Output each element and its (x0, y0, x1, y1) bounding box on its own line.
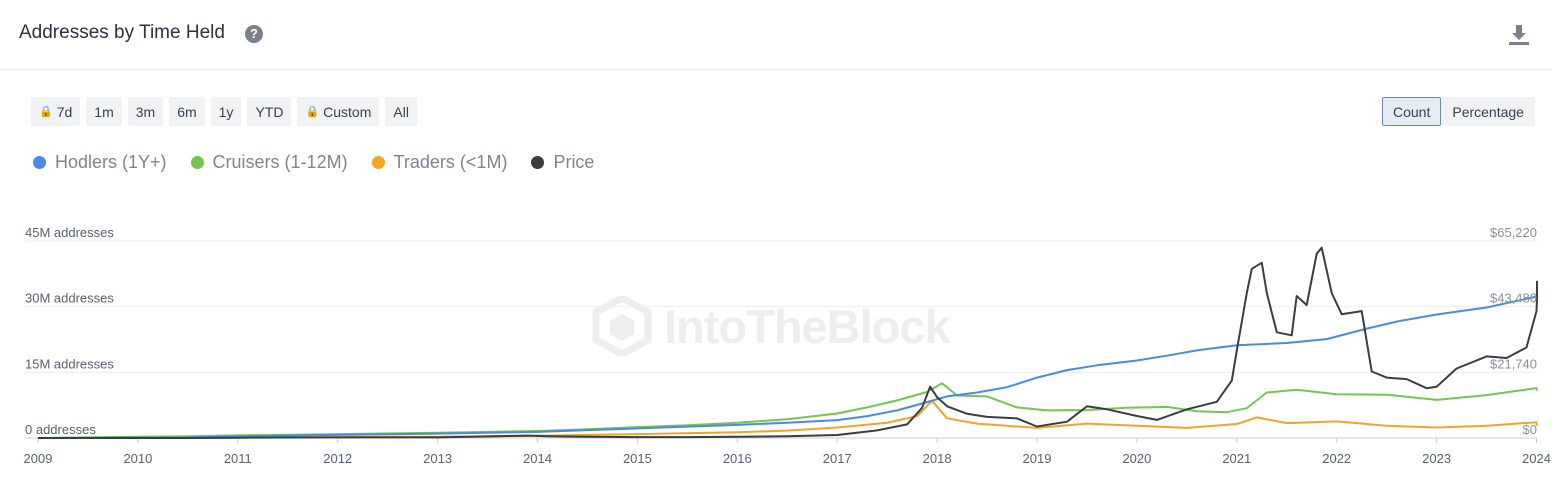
legend-item-cruisers[interactable]: Cruisers (1-12M) (190, 152, 348, 173)
y-tick-label-right: $43,480 (1490, 291, 1537, 306)
x-tick-label: 2019 (1023, 451, 1052, 466)
watermark: IntoTheBlock (592, 296, 951, 356)
lock-icon: 🔒 (39, 106, 53, 118)
legend-dot-price (531, 156, 545, 169)
x-tick-label: 2010 (123, 451, 152, 466)
x-tick-label: 2021 (1222, 451, 1251, 466)
download-icon[interactable] (1506, 22, 1532, 48)
x-tick-label: 2013 (423, 451, 452, 466)
range-3m-button[interactable]: 3m (127, 97, 164, 126)
chart-title: Addresses by Time Held (19, 22, 225, 43)
legend-dot-hodlers (33, 156, 46, 169)
legend-label-cruisers: Cruisers (1-12M) (212, 152, 348, 172)
legend-label-hodlers: Hodlers (1Y+) (55, 152, 167, 172)
y-tick-label-left: 45M addresses (25, 225, 114, 240)
help-icon[interactable]: ? (245, 25, 263, 43)
x-tick-label: 2018 (923, 451, 952, 466)
watermark-logo-icon (592, 296, 652, 356)
x-tick-label: 2012 (323, 451, 352, 466)
series-line-hodlers (37, 290, 1538, 439)
series-line-price (38, 246, 1538, 439)
lock-icon: 🔒 (305, 106, 320, 118)
legend-label-price: Price (553, 152, 595, 172)
chart-grid (25, 240, 1537, 443)
x-tick-label: 2020 (1122, 451, 1151, 466)
legend-dot-cruisers (190, 156, 204, 169)
chart-header: Addresses by Time Held ? (0, 0, 1552, 70)
x-tick-label: 2024 (1522, 451, 1551, 466)
x-tick-label: 2016 (723, 451, 752, 466)
range-all-button[interactable]: All (385, 97, 417, 126)
x-tick-label: 2009 (24, 451, 53, 466)
axis-labels: 0 addresses $0 15M addresses $21,740 30M add… (24, 225, 1551, 466)
y-tick-label-left: 30M addresses (25, 291, 114, 306)
time-range-selector: 🔒 7d 1m 3m 6m 1y YTD 🔒 Custom All (31, 97, 417, 126)
range-ytd-button[interactable]: YTD (247, 97, 292, 126)
series-layer (37, 246, 1538, 439)
legend-dot-traders (371, 156, 385, 169)
legend-item-hodlers[interactable]: Hodlers (1Y+) (33, 152, 167, 173)
range-1y-button[interactable]: 1y (210, 97, 242, 126)
watermark-text: IntoTheBlock (664, 299, 951, 353)
range-7d-button[interactable]: 🔒 7d (31, 97, 81, 126)
x-tick-label: 2011 (224, 451, 252, 466)
y-tick-label-right: $0 (1523, 422, 1537, 437)
x-tick-label: 2022 (1322, 451, 1351, 466)
x-tick-label: 2015 (623, 451, 652, 466)
x-tick-label: 2017 (823, 451, 852, 466)
mode-selector: Count Percentage (1382, 97, 1535, 126)
range-6m-button[interactable]: 6m (169, 97, 205, 126)
x-tick-label: 2014 (523, 451, 552, 466)
range-1m-button[interactable]: 1m (86, 97, 122, 126)
y-tick-label-right: $65,220 (1490, 225, 1537, 240)
count-mode-button[interactable]: Count (1382, 97, 1442, 126)
y-tick-label-left: 0 addresses (25, 422, 96, 437)
legend-item-traders[interactable]: Traders (<1M) (371, 152, 508, 173)
y-tick-label-left: 15M addresses (25, 356, 114, 371)
legend-item-price[interactable]: Price (531, 152, 594, 173)
range-custom-button[interactable]: 🔒 Custom (297, 97, 380, 126)
y-tick-label-right: $21,740 (1490, 356, 1537, 371)
legend-label-traders: Traders (<1M) (393, 152, 508, 172)
chart-legend: Hodlers (1Y+) Cruisers (1-12M) Traders (… (33, 152, 594, 173)
percentage-mode-button[interactable]: Percentage (1441, 97, 1535, 126)
x-tick-label: 2023 (1422, 451, 1451, 466)
